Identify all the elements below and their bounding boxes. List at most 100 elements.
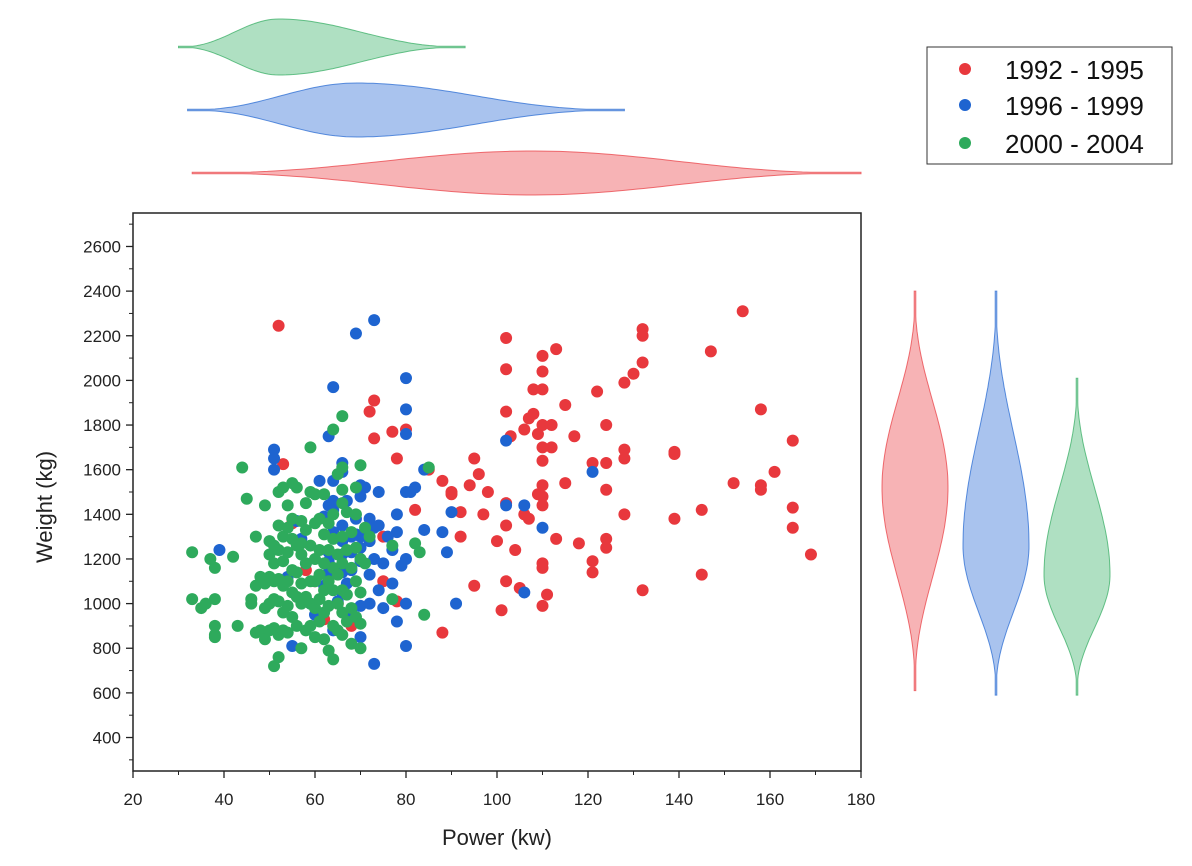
point-1992-1995 [536, 349, 549, 362]
point-1992-1995 [536, 499, 549, 512]
point-1992-1995 [536, 441, 549, 454]
point-1996-1999 [363, 568, 376, 581]
x-tick-label: 120 [574, 790, 602, 809]
point-2000-2004 [240, 492, 253, 505]
point-1996-1999 [268, 452, 281, 465]
point-1992-1995 [509, 544, 522, 557]
point-1992-1995 [500, 363, 513, 376]
point-1996-1999 [359, 481, 372, 494]
point-2000-2004 [345, 602, 358, 615]
x-tick-label: 160 [756, 790, 784, 809]
point-1992-1995 [536, 561, 549, 574]
x-tick-label: 180 [847, 790, 875, 809]
y-tick-label: 2600 [83, 237, 121, 256]
point-2000-2004 [268, 557, 281, 570]
point-1996-1999 [400, 640, 412, 653]
point-1992-1995 [668, 512, 681, 525]
y-axis-title: Weight (kg) [32, 451, 57, 563]
point-1996-1999 [368, 314, 381, 327]
point-1996-1999 [518, 586, 531, 599]
point-1992-1995 [600, 532, 613, 545]
point-1992-1995 [695, 568, 708, 581]
point-2000-2004 [313, 544, 326, 557]
scatter-points [186, 305, 817, 673]
point-2000-2004 [281, 546, 294, 559]
x-violin-2000-2004 [178, 18, 466, 76]
point-2000-2004 [309, 631, 321, 644]
point-2000-2004 [299, 523, 312, 536]
point-2000-2004 [349, 575, 362, 588]
point-2000-2004 [318, 528, 331, 541]
point-1992-1995 [545, 419, 558, 432]
legend-label-2000-2004: 2000 - 2004 [1005, 129, 1144, 159]
point-2000-2004 [345, 637, 358, 650]
point-2000-2004 [277, 530, 290, 543]
point-2000-2004 [336, 497, 349, 510]
point-2000-2004 [336, 530, 349, 543]
point-2000-2004 [272, 651, 285, 664]
point-1992-1995 [591, 385, 604, 398]
point-2000-2004 [359, 521, 372, 534]
point-2000-2004 [318, 633, 331, 646]
point-1992-1995 [559, 398, 572, 411]
point-2000-2004 [286, 610, 299, 623]
point-1996-1999 [213, 544, 226, 557]
point-1992-1995 [586, 566, 599, 579]
point-1996-1999 [381, 530, 394, 543]
point-2000-2004 [231, 619, 244, 632]
point-2000-2004 [304, 539, 317, 552]
point-1992-1995 [636, 329, 649, 342]
point-2000-2004 [208, 631, 221, 644]
point-2000-2004 [331, 597, 344, 610]
point-2000-2004 [322, 599, 335, 612]
point-1992-1995 [390, 452, 403, 465]
point-2000-2004 [186, 593, 199, 606]
point-1992-1995 [377, 575, 390, 588]
point-2000-2004 [295, 577, 308, 590]
point-1992-1995 [600, 541, 613, 554]
point-2000-2004 [418, 608, 431, 621]
point-2000-2004 [309, 602, 321, 615]
point-2000-2004 [354, 459, 367, 472]
point-2000-2004 [340, 506, 353, 519]
point-1992-1995 [736, 305, 749, 318]
point-1992-1995 [754, 403, 767, 416]
point-2000-2004 [254, 624, 267, 637]
point-1992-1995 [454, 530, 467, 543]
point-1992-1995 [518, 423, 531, 436]
legend-marker-1996-1999 [959, 99, 971, 111]
point-2000-2004 [277, 481, 290, 494]
y-tick-label: 2400 [83, 282, 121, 301]
point-2000-2004 [327, 423, 340, 436]
y-violin-2000-2004 [1043, 377, 1111, 696]
point-1992-1995 [600, 456, 613, 469]
point-2000-2004 [331, 548, 344, 561]
point-1992-1995 [636, 356, 649, 369]
point-1992-1995 [445, 486, 458, 498]
point-1992-1995 [272, 319, 285, 332]
point-1992-1995 [500, 575, 513, 588]
point-2000-2004 [313, 593, 326, 606]
point-1996-1999 [354, 631, 367, 644]
point-1996-1999 [409, 481, 422, 494]
point-2000-2004 [309, 488, 321, 501]
point-2000-2004 [249, 530, 262, 543]
point-2000-2004 [331, 568, 344, 581]
point-1992-1995 [531, 427, 544, 440]
point-1992-1995 [600, 419, 613, 432]
point-2000-2004 [322, 644, 335, 657]
point-1992-1995 [468, 452, 481, 465]
point-1992-1995 [545, 441, 558, 454]
point-1996-1999 [450, 597, 463, 610]
point-2000-2004 [249, 579, 262, 592]
point-1996-1999 [536, 521, 549, 534]
y-tick-label: 1200 [83, 550, 121, 569]
y-tick-label: 1400 [83, 505, 121, 524]
point-1996-1999 [368, 657, 381, 670]
y-tick-label: 2200 [83, 327, 121, 346]
point-1996-1999 [500, 434, 513, 447]
point-2000-2004 [313, 512, 326, 525]
point-1992-1995 [491, 535, 503, 548]
point-1992-1995 [668, 448, 681, 461]
point-1992-1995 [536, 383, 549, 396]
